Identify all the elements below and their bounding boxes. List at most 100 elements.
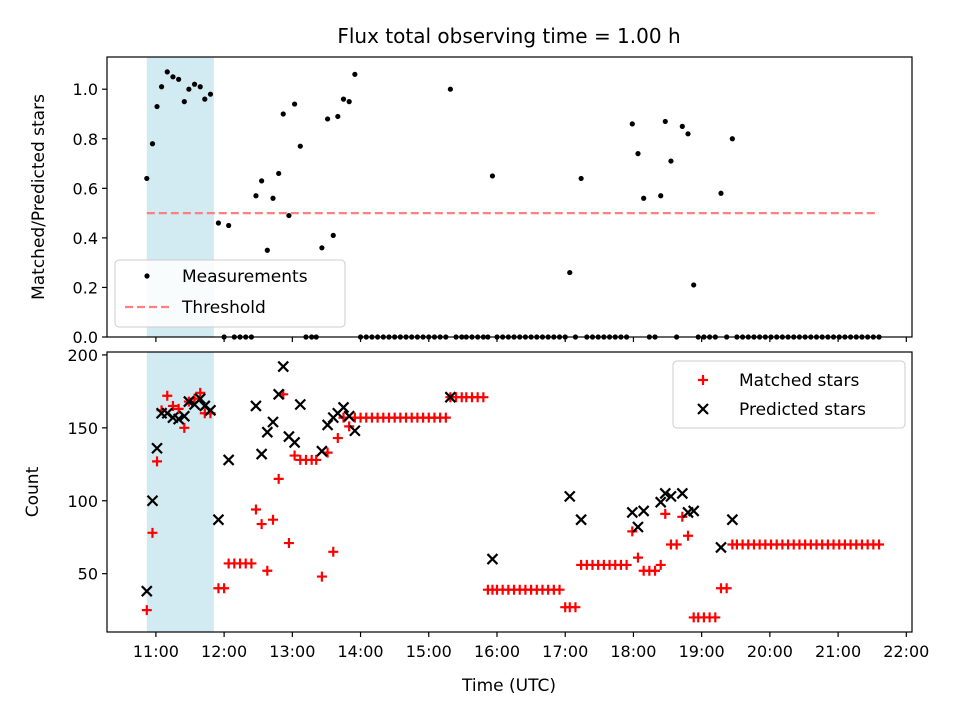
predicted-star-point <box>726 513 739 526</box>
measurement-point <box>191 81 198 87</box>
legend-matched-marker <box>698 375 708 385</box>
axes-frame <box>106 56 913 338</box>
count-panel-marks <box>141 360 885 623</box>
ratio-panel: 0.0 0.2 0.4 0.6 0.8 1.0 Matched/Predicted sta… <box>29 56 913 347</box>
measurement-point <box>144 175 150 182</box>
predicted-star-point <box>151 442 163 455</box>
matched-star-point <box>344 421 355 432</box>
matched-star-point <box>268 514 279 525</box>
x-tick-label: 20:00 <box>747 642 793 661</box>
predicted-star-point <box>172 413 185 425</box>
predicted-star-point <box>261 426 274 438</box>
matched-star-point <box>162 390 173 401</box>
predicted-star-point <box>659 487 672 500</box>
matched-star-point <box>311 454 322 465</box>
predicted-star-point <box>637 505 650 517</box>
predicted-star-point <box>204 404 217 417</box>
measurement-point <box>297 143 303 149</box>
legend-measurement-marker <box>144 273 150 279</box>
predicted-star-point <box>343 410 355 422</box>
matched-star-point <box>195 387 206 398</box>
ratio-panel-legend: Measurements Threshold <box>114 259 346 328</box>
measurement-point <box>629 121 635 127</box>
x-tick-label: 18:00 <box>610 642 656 661</box>
matched-star-point <box>660 508 671 519</box>
predicted-star-point <box>288 436 301 449</box>
predicted-star-point <box>665 490 677 503</box>
measurement-point <box>319 245 325 251</box>
measurement-point <box>264 247 270 253</box>
matched-star-point <box>262 565 273 576</box>
highlight-span <box>146 352 214 632</box>
measurement-point <box>352 71 358 77</box>
measurement-point <box>280 111 286 117</box>
measurement-point <box>729 136 735 142</box>
x-tick-label: 15:00 <box>406 642 452 661</box>
ratio-panel-y-ticks: 0.0 0.2 0.4 0.6 0.8 1.0 <box>73 80 107 347</box>
predicted-star-point <box>212 513 225 526</box>
predicted-star-point <box>272 388 285 401</box>
measurement-point <box>170 74 176 80</box>
matched-star-point <box>147 527 158 538</box>
measurement-point <box>578 175 584 182</box>
measurement-point <box>259 178 265 184</box>
matched-star-point <box>256 519 267 530</box>
measurement-point <box>567 269 573 276</box>
measurement-point <box>202 96 208 102</box>
x-tick-label: 14:00 <box>337 642 383 661</box>
predicted-star-point <box>687 505 700 517</box>
matched-star-point <box>650 565 661 576</box>
predicted-star-point <box>146 494 159 507</box>
count-panel-frame <box>106 351 913 633</box>
predicted-star-point <box>563 490 576 503</box>
matched-star-point <box>632 552 643 563</box>
measurement-point <box>635 151 641 157</box>
matched-star-point <box>246 558 257 569</box>
x-tick-label: 16:00 <box>474 642 520 661</box>
measurement-point <box>207 91 214 97</box>
predicted-star-point <box>141 585 153 597</box>
measurement-point <box>679 123 685 129</box>
count-panel-x-ticks: 11:00 12:00 13:00 14:00 15:00 16:00 17:00 18:00… <box>133 632 929 661</box>
measurement-point <box>641 195 647 201</box>
matched-star-point <box>655 559 666 570</box>
predicted-star-point <box>250 400 262 412</box>
matched-star-point <box>874 539 885 550</box>
measurement-point <box>658 193 664 199</box>
measurement-point <box>215 220 222 226</box>
x-tick-label: 13:00 <box>269 642 315 661</box>
predicted-star-point <box>654 496 667 508</box>
measurement-point <box>158 84 165 90</box>
matched-star-point <box>283 538 294 549</box>
x-axis-label: Time (UTC) <box>461 676 556 696</box>
predicted-star-point <box>444 391 457 403</box>
matched-star-point <box>273 473 284 484</box>
x-tick-label: 22:00 <box>883 642 929 661</box>
predicted-star-point <box>626 506 639 519</box>
x-tick-label: 21:00 <box>815 642 861 661</box>
y-tick-label: 0.8 <box>73 130 98 149</box>
measurement-point <box>489 173 496 179</box>
legend-threshold-label: Threshold <box>181 298 266 318</box>
matched-star-point <box>683 530 694 541</box>
predicted-star-point <box>178 410 191 422</box>
predicted-star-point <box>349 424 361 437</box>
figure-title: Flux total observing time = 1.00 h <box>337 24 680 48</box>
matched-star-point <box>554 584 565 595</box>
matched-star-point <box>627 526 638 537</box>
measurement-point <box>253 193 259 199</box>
matched-star-point <box>478 392 489 403</box>
y-tick-label: 0.0 <box>73 328 98 347</box>
y-tick-label: 200 <box>67 346 98 365</box>
matched-star-point <box>671 539 682 550</box>
matched-star-point <box>332 433 343 444</box>
measurement-point <box>276 170 282 177</box>
y-tick-label: 0.4 <box>73 229 98 248</box>
x-tick-label: 19:00 <box>679 642 725 661</box>
predicted-star-point <box>486 553 499 565</box>
matched-star-point <box>677 511 688 522</box>
measurement-point <box>176 76 182 82</box>
x-tick-label: 12:00 <box>201 642 247 661</box>
y-tick-label: 1.0 <box>73 80 98 99</box>
